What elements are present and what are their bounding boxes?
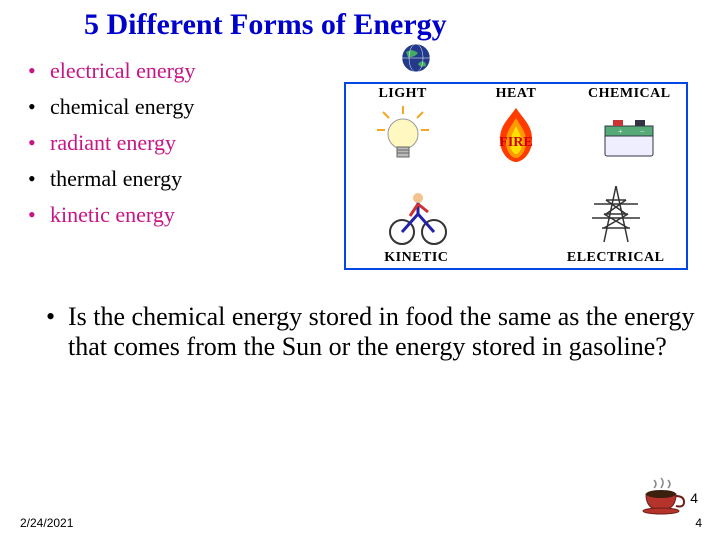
diagram-label: CHEMICAL [588, 86, 671, 102]
footer-date: 2/24/2021 [20, 516, 73, 530]
energy-diagram: LIGHT [344, 82, 688, 270]
corner-page-number: 4 [690, 490, 698, 506]
energy-list: electrical energy chemical energy radian… [24, 48, 344, 238]
pylon-icon [576, 180, 656, 250]
diagram-row-top: LIGHT [346, 84, 686, 176]
slide: 5 Different Forms of Energy electrical e… [0, 0, 720, 540]
cyclist-icon [376, 180, 456, 250]
fire-icon: FIRE [476, 102, 556, 172]
diagram-cell-kinetic: KINETIC [346, 176, 487, 268]
list-text: radiant energy [50, 130, 176, 155]
coffee-icon [636, 476, 686, 516]
globe-icon [400, 42, 432, 74]
svg-text:−: − [640, 127, 645, 136]
diagram-cell-electrical: ELECTRICAL [545, 176, 686, 268]
battery-icon: + − [589, 102, 669, 172]
diagram-label: LIGHT [378, 86, 426, 102]
list-item: thermal energy [24, 166, 344, 192]
list-item: kinetic energy [24, 202, 344, 228]
diagram-cell-chemical: CHEMICAL + − [573, 84, 686, 176]
footer-page: 4 [695, 516, 702, 530]
list-text: electrical energy [50, 58, 196, 83]
diagram-cell-light: LIGHT [346, 84, 459, 176]
diagram-cell-spacer [487, 176, 546, 268]
fire-text: FIRE [499, 135, 532, 150]
lightbulb-icon [363, 102, 443, 172]
diagram-label: HEAT [496, 86, 537, 102]
footer: 2/24/2021 4 [20, 516, 702, 530]
diagram-cell-heat: HEAT FIRE [459, 84, 572, 176]
svg-text:+: + [618, 127, 623, 136]
slide-title: 5 Different Forms of Energy [84, 8, 696, 42]
diagram-row-bottom: KINETIC ELECTRICAL [346, 176, 686, 268]
list-item: chemical energy [24, 94, 344, 120]
list-item: electrical energy [24, 58, 344, 84]
list-text: thermal energy [50, 166, 182, 191]
list-item: radiant energy [24, 130, 344, 156]
diagram-label: KINETIC [384, 250, 448, 266]
question-block: Is the chemical energy stored in food th… [24, 302, 696, 362]
list-text: kinetic energy [50, 202, 175, 227]
list-text: chemical energy [50, 94, 194, 119]
content-row: electrical energy chemical energy radian… [24, 48, 696, 270]
diagram-label: ELECTRICAL [567, 250, 665, 266]
question-text: Is the chemical energy stored in food th… [46, 302, 696, 362]
